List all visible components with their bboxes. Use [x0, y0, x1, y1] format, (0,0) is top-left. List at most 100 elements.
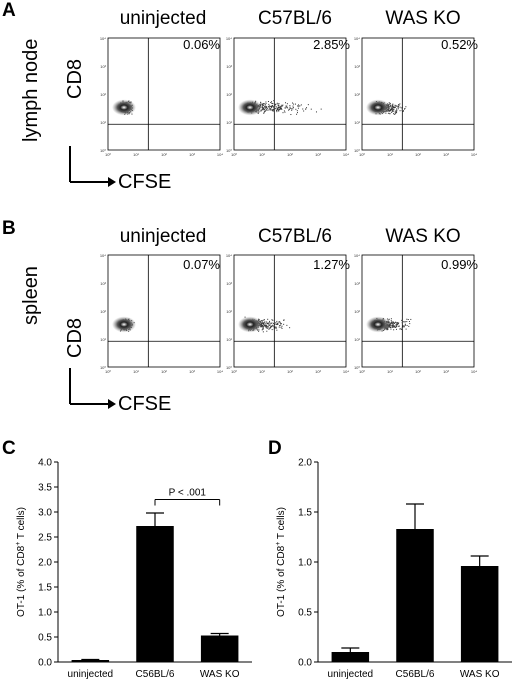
y-tick-label: 1.5 [298, 508, 312, 519]
y-tick-label: 1.5 [38, 583, 52, 594]
y-tick-label: 2.0 [38, 558, 52, 569]
bar-1 [136, 526, 174, 662]
y-tick-label: 0.0 [38, 658, 52, 669]
flow-y-tick: 10⁴ [100, 36, 106, 41]
flow-x-tick: 10⁴ [217, 369, 223, 374]
flow-y-tick: 10⁰ [100, 148, 106, 153]
x-tick-label-0: uninjected [328, 669, 374, 679]
y-tick-label: 2.5 [38, 533, 52, 544]
flow-x-tick: 10³ [443, 152, 449, 157]
flow-x-tick: 10¹ [259, 369, 265, 374]
flow-y-tick: 10¹ [354, 120, 360, 125]
bar-chart-c: 0.0 0.5 1.0 1.5 2.0 2.5 3.0 3.5 4.0 OT-1 (% of CD… [15, 458, 252, 679]
flow-y-tick: 10⁴ [226, 36, 232, 41]
y-tick-label: 1.0 [298, 558, 312, 569]
percent-a-c57: 2.85% [313, 37, 350, 52]
flow-x-tick: 10⁴ [471, 152, 477, 157]
bar-chart-d: 0.0 0.5 1.0 1.5 2.0 OT-1 (% of CD8+ T cells) u… [275, 458, 512, 679]
panel-letter-d: D [268, 438, 282, 459]
cell-population [366, 99, 390, 116]
flow-y-tick: 10⁰ [354, 148, 360, 153]
axis-arrow-b [69, 368, 116, 409]
flow-x-tick: 10⁰ [231, 152, 237, 157]
x-tick-label-1: C56BL/6 [136, 669, 175, 679]
flow-x-tick: 10³ [443, 369, 449, 374]
flow-y-tick: 10⁰ [354, 365, 360, 370]
x-tick-label-2: WAS KO [460, 669, 500, 679]
column-title-waskko-a: WAS KO [385, 8, 461, 29]
cell-population [112, 99, 136, 116]
flow-y-tick: 10¹ [354, 337, 360, 342]
flow-plots-a: 10⁰10⁰10¹10¹10²10²10³10³10⁴10⁴10⁰10⁰10¹1… [100, 36, 478, 157]
flow-x-tick: 10³ [189, 369, 195, 374]
column-title-c57-b: C57BL/6 [258, 226, 332, 247]
y-tick-label: 0.5 [298, 608, 312, 619]
cfse-label-a: CFSE [118, 171, 172, 193]
cfse-label-b: CFSE [118, 393, 172, 415]
flow-y-tick: 10⁴ [100, 253, 106, 258]
flow-x-tick: 10¹ [259, 152, 265, 157]
flow-x-tick: 10⁴ [471, 369, 477, 374]
flow-y-tick: 10³ [226, 281, 232, 286]
column-title-c57-a: C57BL/6 [258, 8, 332, 29]
flow-plot-frame [233, 37, 347, 151]
flow-y-tick: 10² [226, 92, 232, 97]
flow-x-tick: 10⁰ [231, 369, 237, 374]
flow-y-tick: 10² [226, 309, 232, 314]
flow-x-tick: 10⁰ [105, 369, 111, 374]
flow-x-tick: 10⁴ [343, 152, 349, 157]
flow-plot-frame [107, 254, 221, 368]
cd8-label-b: CD8 [64, 317, 86, 358]
flow-x-tick: 10² [161, 152, 167, 157]
flow-x-tick: 10⁰ [105, 152, 111, 157]
flow-x-tick: 10¹ [133, 369, 139, 374]
flow-x-tick: 10² [415, 152, 421, 157]
bar-0 [71, 660, 110, 662]
panel-letter-c: C [2, 438, 16, 459]
flow-y-tick: 10³ [100, 281, 106, 286]
flow-y-tick: 10² [100, 309, 106, 314]
panel-letter-b: B [2, 218, 16, 239]
x-tick-label-0: uninjected [68, 669, 114, 679]
flow-x-tick: 10³ [189, 152, 195, 157]
flow-x-tick: 10¹ [387, 152, 393, 157]
y-tick-label: 3.5 [38, 483, 52, 494]
flow-y-tick: 10³ [354, 281, 360, 286]
flow-x-tick: 10⁴ [343, 369, 349, 374]
flow-y-tick: 10¹ [226, 120, 232, 125]
flow-y-tick: 10⁰ [226, 148, 232, 153]
flow-y-tick: 10⁴ [226, 253, 232, 258]
y-tick-label: 3.0 [38, 508, 52, 519]
percent-b-uninjected: 0.07% [183, 257, 220, 272]
cd8-label-a: CD8 [64, 58, 86, 99]
flow-y-tick: 10² [100, 92, 106, 97]
column-title-uninjected-b: uninjected [119, 226, 207, 247]
flow-plot-frame [107, 37, 221, 151]
flow-y-tick: 10² [354, 309, 360, 314]
flow-y-tick: 10³ [226, 64, 232, 69]
flow-x-tick: 10² [161, 369, 167, 374]
flow-y-tick: 10⁴ [354, 253, 360, 258]
y-tick-label: 0.0 [298, 658, 312, 669]
panel-letter-a: A [2, 0, 16, 21]
bar-1 [396, 529, 434, 662]
flow-plots-b: 10⁰10⁰10¹10¹10²10²10³10³10⁴10⁴10⁰10⁰10¹1… [100, 253, 478, 374]
bar-2 [200, 635, 239, 662]
y-tick-label: 0.5 [38, 633, 52, 644]
percent-a-uninjected: 0.06% [183, 37, 220, 52]
flow-y-tick: 10⁰ [100, 365, 106, 370]
cell-population [366, 316, 390, 333]
percent-b-c57: 1.27% [313, 257, 350, 272]
y-tick-label: 1.0 [38, 608, 52, 619]
tissue-label-spleen: spleen [20, 266, 42, 325]
bar-0 [331, 652, 370, 662]
y-tick-label: 4.0 [38, 458, 52, 469]
cell-population [112, 316, 136, 333]
axis-arrow-a [69, 146, 116, 187]
flow-x-tick: 10⁰ [359, 152, 365, 157]
percent-a-waskko: 0.52% [441, 37, 478, 52]
